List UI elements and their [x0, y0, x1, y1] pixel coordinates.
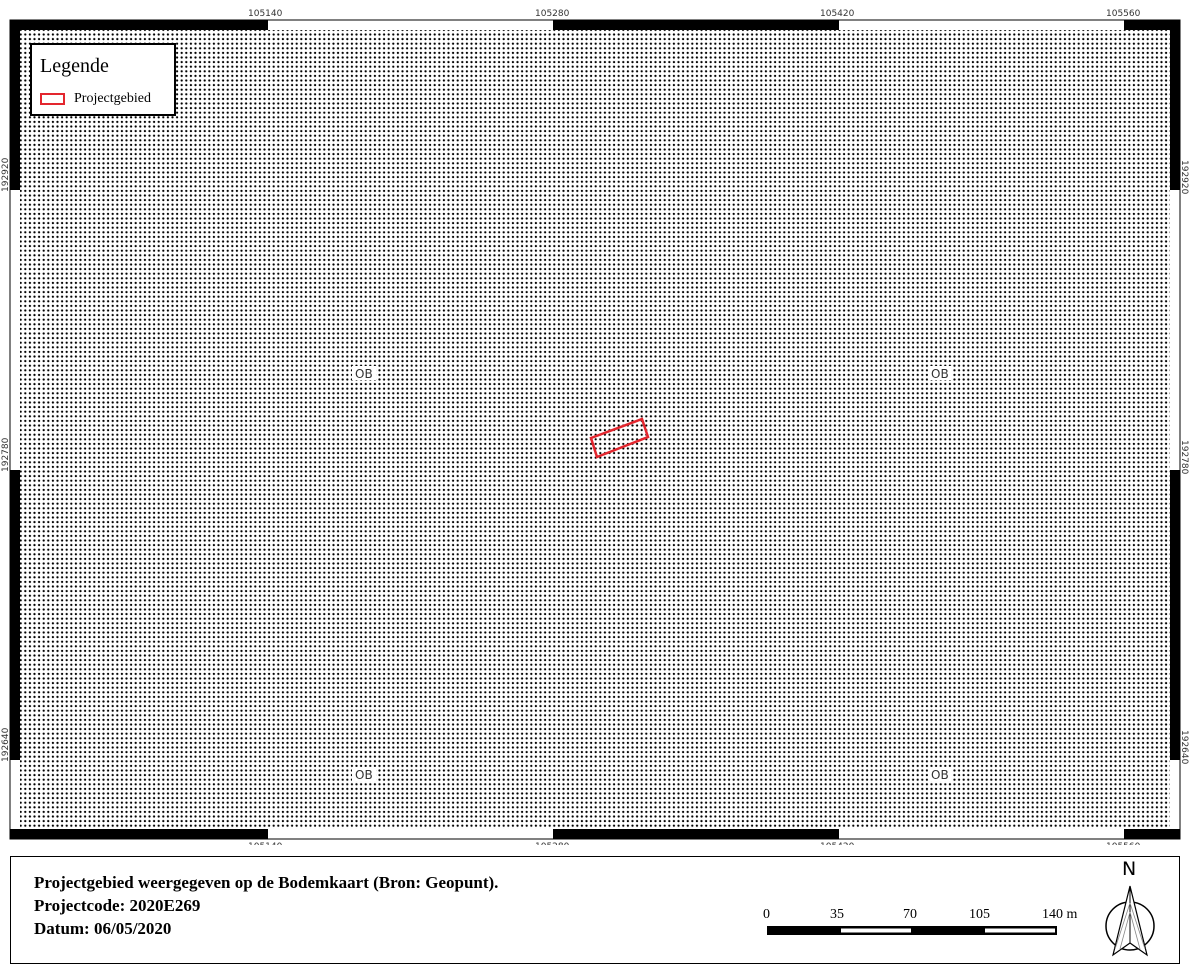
grid-x-label-bottom: 105280: [535, 842, 570, 845]
grid-x-label-top: 105280: [535, 9, 570, 19]
grid-x-label-bottom: 105560: [1106, 842, 1141, 845]
scale-bar-label: 70: [903, 907, 917, 922]
frame-bar: [10, 829, 268, 839]
grid-y-label-left: 192920: [1, 157, 11, 192]
soil-label: OB: [355, 367, 373, 381]
map-date: Datum: 06/05/2020: [34, 919, 172, 938]
grid-y-label-left: 192780: [1, 437, 11, 472]
scale-bar-label: 35: [830, 907, 844, 922]
map-canvas[interactable]: OB OB OB OB 105140 105280 105420 105560 …: [0, 0, 1189, 845]
frame-bar: [553, 829, 839, 839]
project-code: Projectcode: 2020E269: [34, 896, 201, 915]
soil-map-area[interactable]: [20, 30, 1170, 829]
legend-swatch-project-area: [40, 93, 65, 105]
scale-bar-label: 105: [969, 907, 990, 922]
project-area-polygon[interactable]: [589, 417, 650, 459]
info-box: Projectgebied weergegeven op de Bodemkaa…: [10, 856, 1180, 964]
map-frame[interactable]: OB OB OB OB 105140 105280 105420 105560 …: [0, 0, 1189, 845]
soil-label-bg: [352, 767, 376, 781]
soil-label: OB: [355, 768, 373, 782]
frame-bar: [10, 20, 20, 190]
grid-y-label-right: 192640: [1179, 730, 1189, 765]
soil-label: OB: [931, 768, 949, 782]
grid-x-label-bottom: 105420: [820, 842, 855, 845]
grid-x-label-top: 105560: [1106, 9, 1141, 19]
grid-x-label-top: 105140: [248, 9, 283, 19]
frame-bar: [1124, 829, 1180, 839]
frame-bar: [1124, 20, 1180, 30]
soil-label-bg: [352, 366, 376, 380]
scale-bar-label: 140 m: [1042, 907, 1078, 922]
frame-bar: [1170, 470, 1180, 760]
map-title: Projectgebied weergegeven op de Bodemkaa…: [34, 873, 499, 892]
frame-bar: [10, 20, 268, 30]
grid-y-label-left: 192640: [1, 727, 11, 762]
soil-label-bg: [928, 366, 952, 380]
scale-bar-frame: [767, 926, 1057, 935]
legend-title: Legende: [40, 55, 109, 77]
scale-bar-segment: [985, 928, 1055, 933]
grid-x-label-top: 105420: [820, 9, 855, 19]
scale-bar: 0 35 70 105 140 m N: [763, 858, 1155, 957]
soil-label: OB: [931, 367, 949, 381]
soil-label-bg: [928, 767, 952, 781]
legend: Legende Projectgebied: [30, 43, 176, 116]
frame-bar: [553, 20, 839, 30]
frame-bar: [1170, 20, 1180, 190]
grid-y-label-right: 192920: [1179, 160, 1189, 195]
scale-bar-segment: [841, 928, 911, 933]
grid-y-label-right: 192780: [1179, 440, 1189, 475]
north-label: N: [1122, 858, 1136, 880]
legend-item-label: Projectgebied: [74, 91, 151, 106]
grid-x-label-bottom: 105140: [248, 842, 283, 845]
north-arrow-icon: [1105, 885, 1155, 957]
scale-bar-label: 0: [763, 907, 770, 922]
frame-bar: [10, 470, 20, 760]
